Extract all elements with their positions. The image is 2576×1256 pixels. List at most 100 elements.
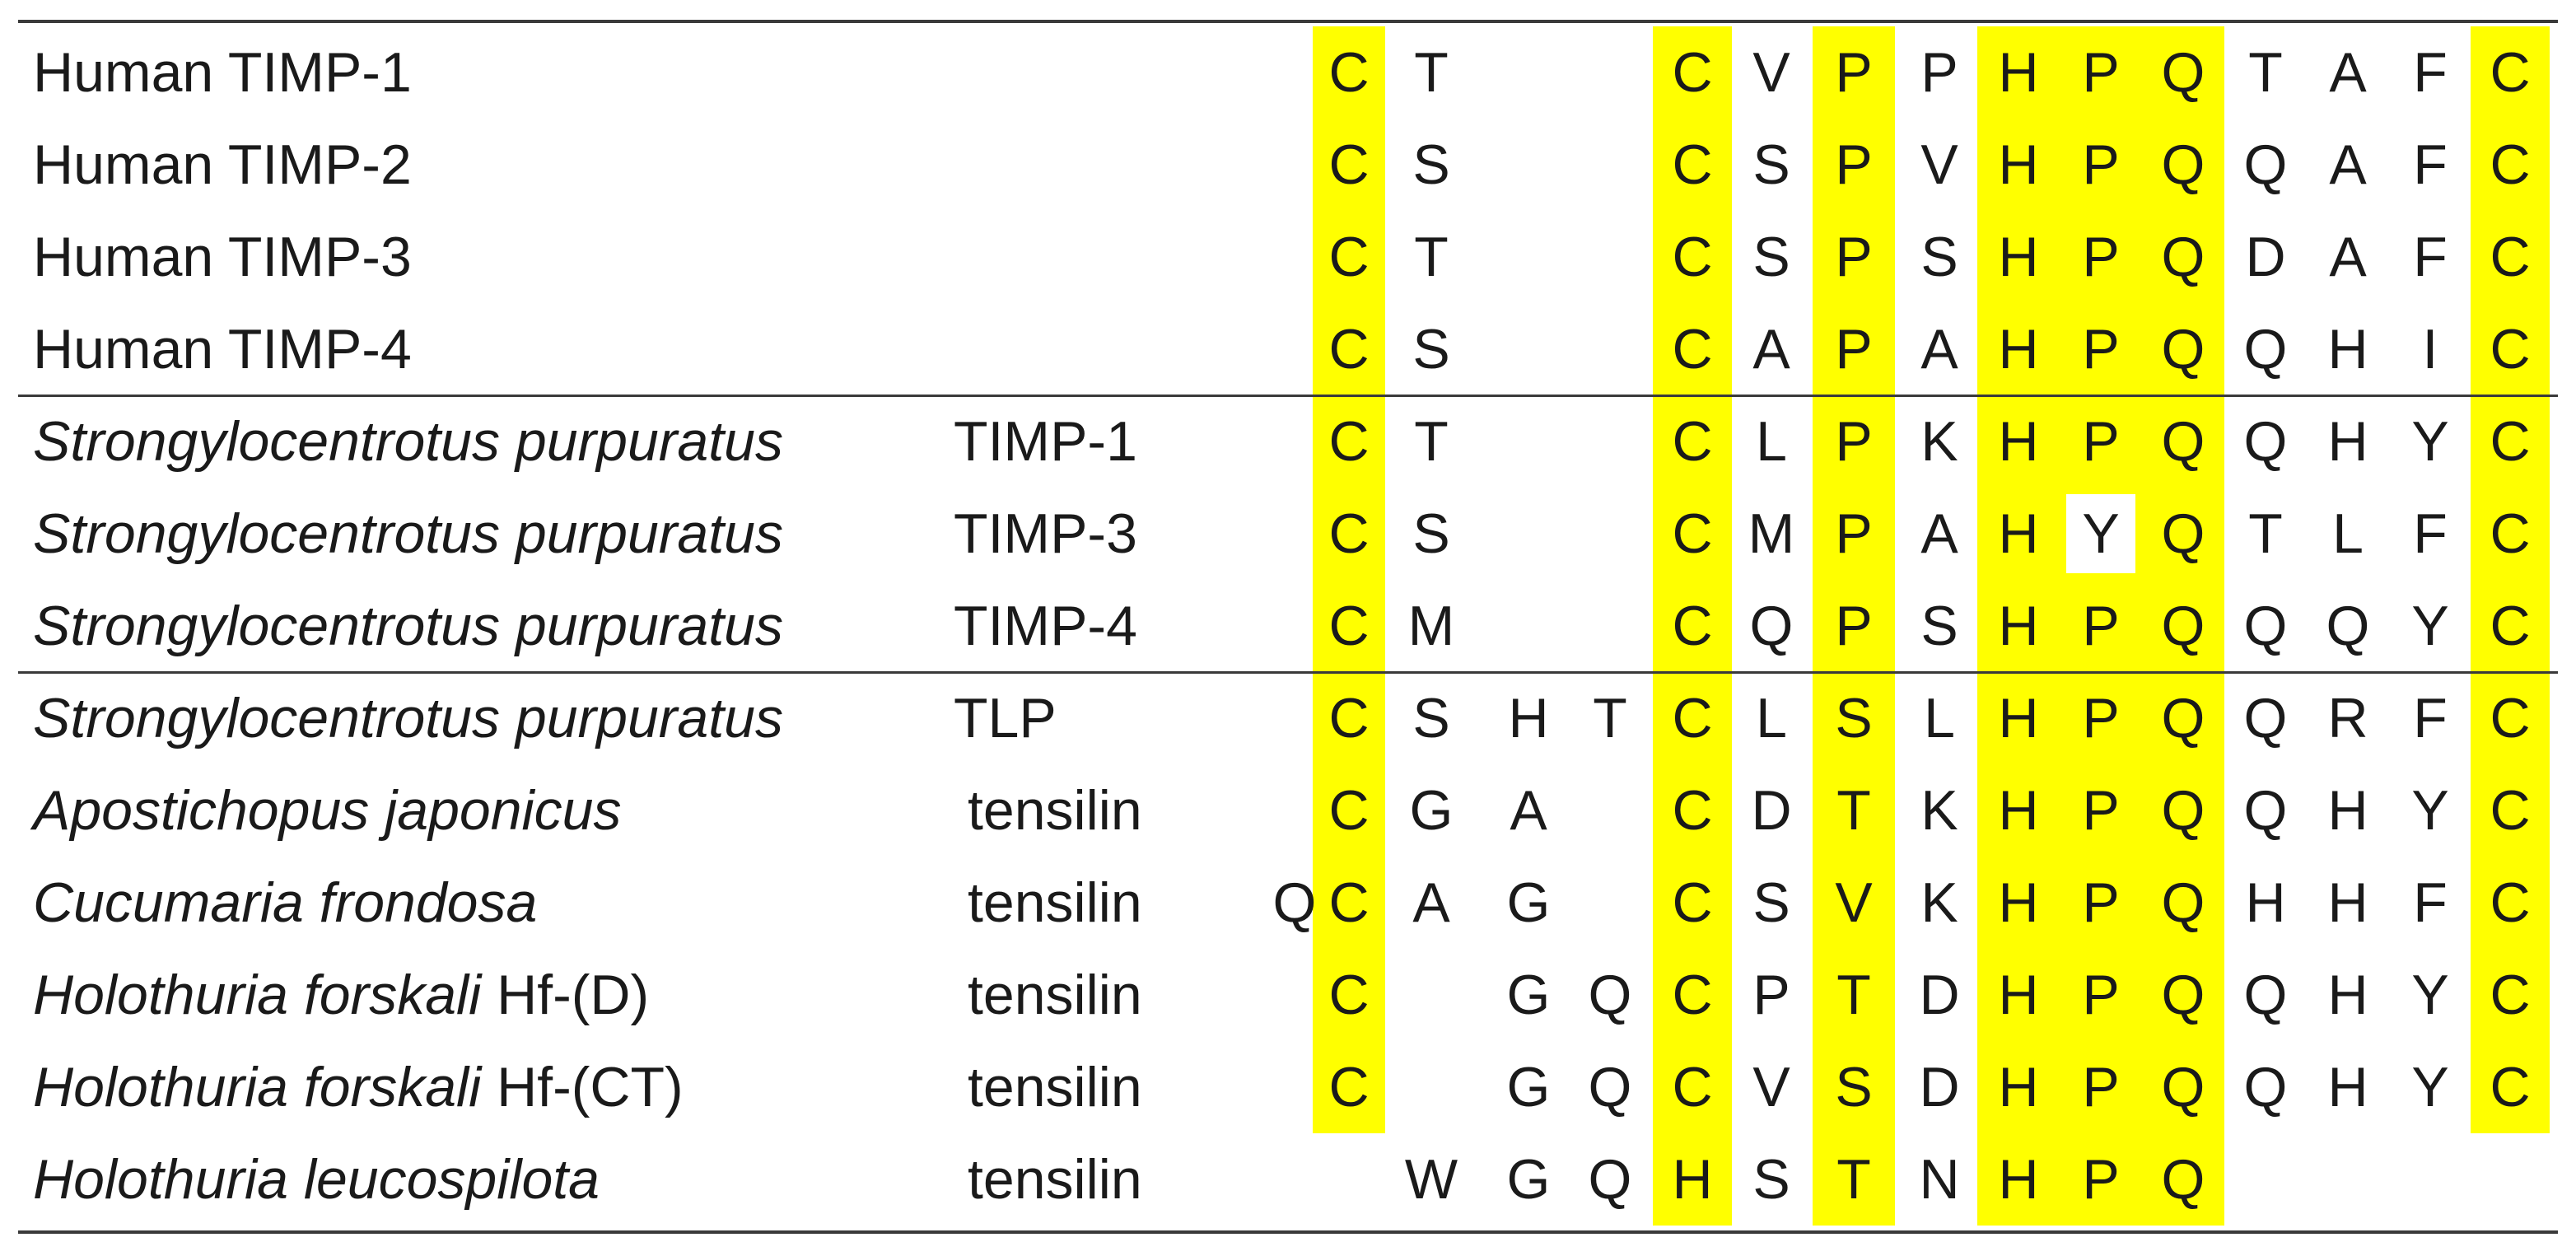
residue: H: [2327, 871, 2368, 934]
residue: C: [1672, 595, 1713, 657]
residue: Y: [2411, 964, 2449, 1026]
residue: P: [1835, 318, 1873, 381]
residue: P: [2082, 133, 2120, 196]
protein-type: tensilin: [968, 1148, 1142, 1211]
alignment-row: Cucumaria frondosa tensilin Q C A G C S V K H P Q H H F…: [0, 857, 2576, 949]
residue: H: [1998, 964, 2039, 1026]
residue: P: [1835, 595, 1873, 657]
top-rule: [18, 20, 2558, 23]
highlight-column-9: [1977, 26, 2060, 1226]
residue: G: [1506, 1056, 1551, 1118]
residue: C: [1328, 687, 1370, 749]
residue: P: [2082, 687, 2120, 749]
residue: C: [1672, 226, 1713, 288]
residue: C: [1672, 41, 1713, 104]
residue: C: [1672, 502, 1713, 565]
residue: M: [1748, 502, 1795, 565]
sequence-label: Holothuria forskali Hf-(CT): [33, 1041, 684, 1133]
sequence-label: Human TIMP-4: [33, 303, 412, 395]
protein-type: tensilin: [968, 964, 1142, 1026]
residue: Q: [1588, 1148, 1632, 1211]
protein-name: Human TIMP-4: [33, 318, 412, 381]
residue: T: [1836, 1148, 1871, 1211]
protein-type: TLP: [954, 687, 1057, 749]
alignment-row: Human TIMP-1 C T C V P P H P Q T A F C: [0, 26, 2576, 119]
residue: C: [1328, 410, 1370, 473]
residue: F: [2413, 226, 2448, 288]
residue: Q: [2161, 871, 2205, 934]
residue: C: [1328, 133, 1370, 196]
residue: L: [1924, 687, 1955, 749]
residue: D: [2245, 226, 2286, 288]
residue: R: [2327, 687, 2368, 749]
alignment-row: Holothuria forskali Hf-(CT) tensilin C G Q C V…: [0, 1041, 2576, 1133]
residue: Q: [2243, 779, 2288, 842]
residue: Q: [2161, 133, 2205, 196]
residue: C: [1672, 964, 1713, 1026]
variant-tag: Hf-(CT): [481, 1056, 684, 1118]
residue: Q: [2161, 226, 2205, 288]
residue: H: [1998, 871, 2039, 934]
residue: V: [1752, 41, 1790, 104]
residue: I: [2422, 318, 2438, 381]
residue: V: [1835, 871, 1873, 934]
residue: K: [1920, 779, 1958, 842]
bottom-rule: [18, 1230, 2558, 1234]
residue: P: [2082, 1148, 2120, 1211]
residue: T: [1414, 41, 1449, 104]
residue: P: [1835, 502, 1873, 565]
residue: P: [1835, 133, 1873, 196]
alignment-row: Strongylocentrotus purpuratus TIMP-1 C T C L P…: [0, 395, 2576, 488]
residue: H: [1998, 502, 2039, 565]
sequence-label: Strongylocentrotus purpuratus: [33, 672, 783, 764]
sequence-label: Strongylocentrotus purpuratus: [33, 488, 783, 580]
species-name: Strongylocentrotus purpuratus: [33, 410, 783, 473]
residue: H: [1998, 779, 2039, 842]
residue: T: [1836, 779, 1871, 842]
residue: C: [2490, 41, 2531, 104]
protein-type: tensilin: [968, 1056, 1142, 1118]
residue: Q: [2161, 779, 2205, 842]
alignment-row: Strongylocentrotus purpuratus TLP C S H T C L S L…: [0, 672, 2576, 764]
residue: F: [2413, 133, 2448, 196]
residue: A: [1510, 779, 1547, 842]
residue: H: [2327, 779, 2368, 842]
protein-name: Human TIMP-3: [33, 226, 412, 288]
residue: P: [2082, 871, 2120, 934]
residue: P: [1835, 410, 1873, 473]
residue: P: [2082, 41, 2120, 104]
species-name: Holothuria leucospilota: [33, 1148, 600, 1211]
protein-type: TIMP-3: [954, 502, 1137, 565]
residue: H: [1998, 318, 2039, 381]
species-name: Holothuria forskali: [33, 964, 482, 1026]
alignment-row: Human TIMP-2 C S C S P V H P Q Q A F C: [0, 119, 2576, 211]
species-name: Apostichopus japonicus: [33, 779, 622, 842]
residue: H: [2327, 318, 2368, 381]
species-name: Strongylocentrotus purpuratus: [33, 502, 783, 565]
protein-name: Human TIMP-2: [33, 133, 412, 196]
residue: D: [1751, 779, 1792, 842]
residue: C: [2490, 779, 2531, 842]
protein-name: Human TIMP-1: [33, 41, 412, 104]
residue: Q: [2161, 410, 2205, 473]
residue: A: [2329, 133, 2367, 196]
residue: C: [2490, 595, 2531, 657]
residue: L: [2332, 502, 2364, 565]
sequence-label: Holothuria forskali Hf-(D): [33, 949, 649, 1041]
residue: S: [1412, 133, 1450, 196]
sequence-label: Cucumaria frondosa: [33, 857, 537, 949]
highlight-column-7: [1813, 26, 1895, 1226]
residue: F: [2413, 687, 2448, 749]
residue: C: [2490, 318, 2531, 381]
residue: Q: [2161, 595, 2205, 657]
residue: C: [2490, 964, 2531, 1026]
residue: H: [1998, 687, 2039, 749]
residue: C: [2490, 1056, 2531, 1118]
residue: F: [2413, 41, 2448, 104]
highlight-column-5: [1653, 26, 1732, 1226]
residue: C: [1672, 133, 1713, 196]
residue: D: [1919, 1056, 1960, 1118]
residue: Q: [1272, 871, 1317, 934]
residue: C: [1672, 871, 1713, 934]
